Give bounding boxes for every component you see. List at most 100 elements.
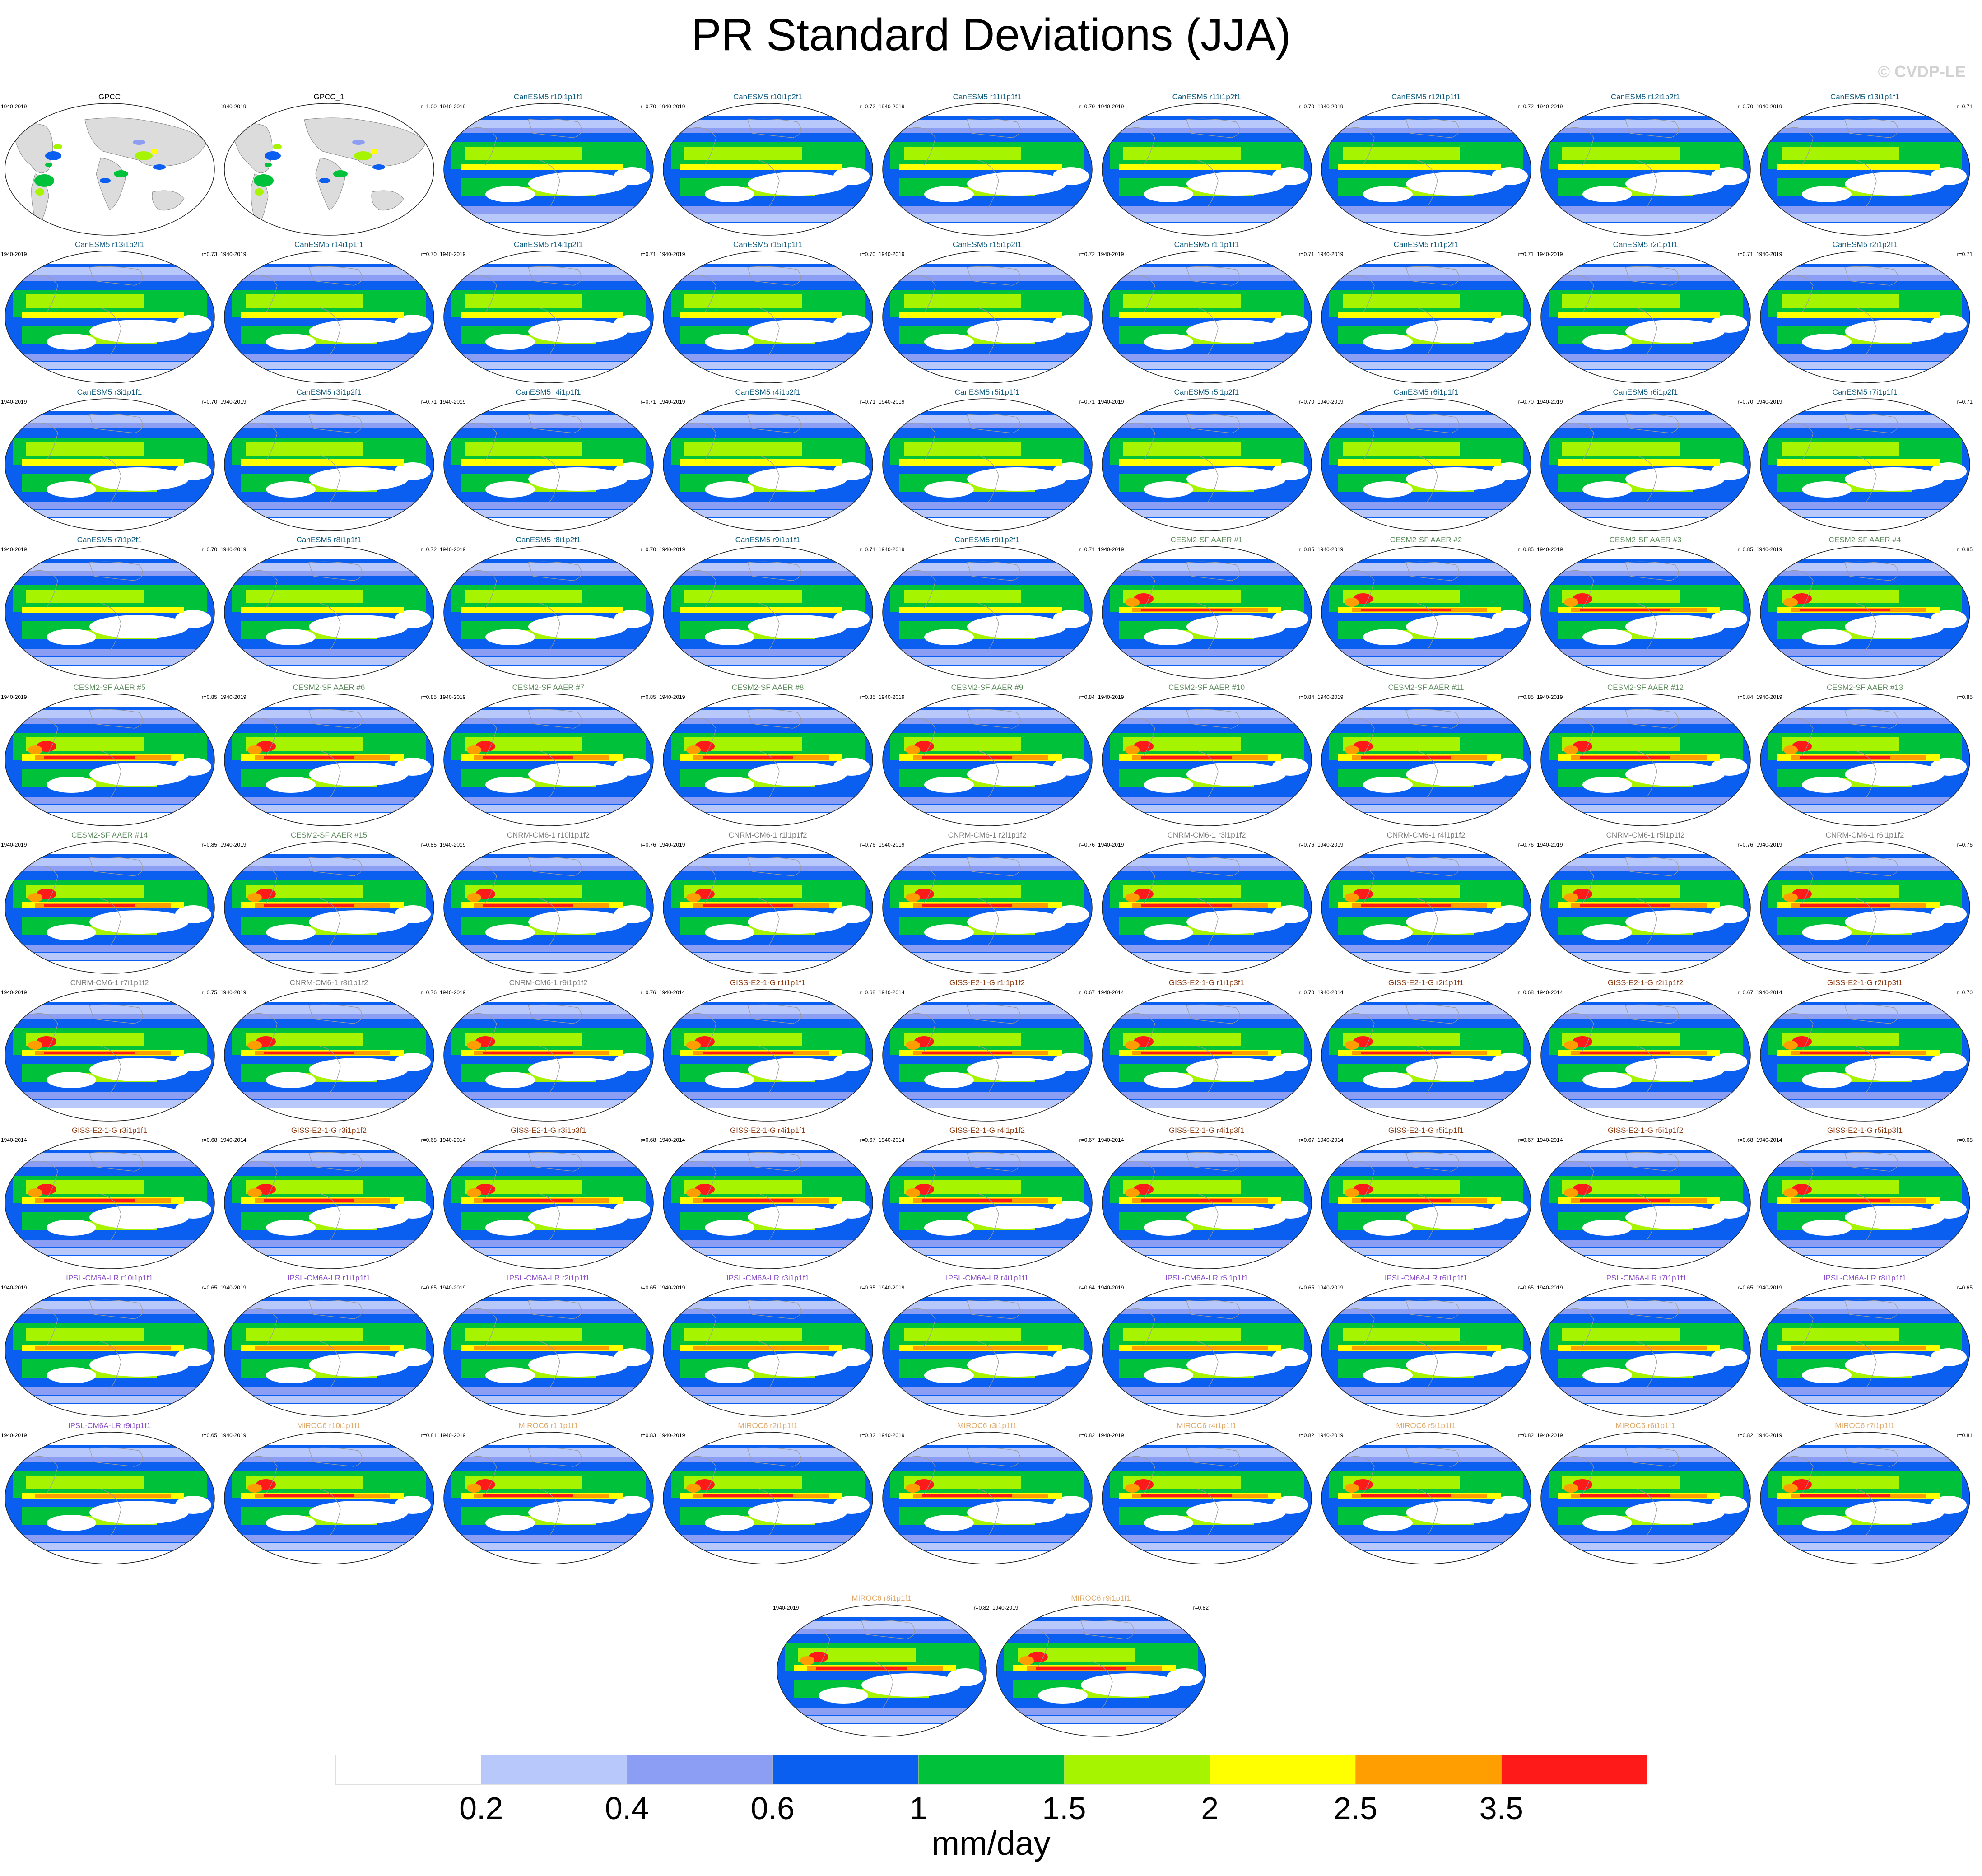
panel-period: 1940-2019 [659,1432,685,1438]
robinson-map [443,1432,654,1564]
panel-title: CanESM5 r6i1p2f1 [1613,388,1678,396]
panel-pattern-correlation: r=0.85 [1737,546,1753,553]
map-panel: CanESM5 r2i1p1f1 1940-2019 r=0.71 [1536,240,1755,389]
robinson-map [1540,841,1751,974]
map-panel: CanESM5 r14i1p1f1 1940-2019 r=0.70 [219,240,438,389]
robinson-map [882,989,1093,1122]
panel-pattern-correlation: r=0.65 [860,1285,875,1291]
panel-title: CESM2-SF AAER #7 [512,683,585,692]
panel-title: IPSL-CM6A-LR r9i1p1f1 [68,1421,151,1430]
robinson-map [443,103,654,236]
panel-period: 1940-2019 [220,546,247,553]
panel-pattern-correlation: r=0.71 [860,546,875,553]
map-panel: CanESM5 r14i1p2f1 1940-2019 r=0.71 [439,240,658,389]
panel-title: IPSL-CM6A-LR r4i1p1f1 [945,1274,1029,1282]
robinson-map [224,694,434,826]
panel-title: CESM2-SF AAER #2 [1390,535,1462,544]
robinson-map [5,694,215,826]
panel-period: 1940-2019 [1098,1285,1124,1291]
panel-title: GISS-E2-1-G r5i1p3f1 [1827,1126,1903,1135]
map-panel: GISS-E2-1-G r1i1p1f2 1940-2014 r=0.67 [878,978,1097,1127]
robinson-map [5,546,215,679]
panel-pattern-correlation: r=0.71 [1737,251,1753,257]
panel-pattern-correlation: r=0.68 [640,1137,656,1143]
panel-title: GPCC [98,93,121,101]
map-panel: GISS-E2-1-G r3i1p3f1 1940-2014 r=0.68 [439,1126,658,1275]
map-panel: CanESM5 r12i1p2f1 1940-2019 r=0.70 [1536,93,1755,242]
panel-period: 1940-2019 [1317,546,1344,553]
panel-title: CanESM5 r9i1p1f1 [735,535,800,544]
map-panel: CanESM5 r11i1p2f1 1940-2019 r=0.70 [1097,93,1316,242]
panel-pattern-correlation: r=0.76 [421,989,437,996]
panel-pattern-correlation: r=0.68 [201,1137,217,1143]
map-panel: CESM2-SF AAER #12 1940-2019 r=0.84 [1536,683,1755,832]
panel-title: CESM2-SF AAER #5 [73,683,146,692]
map-panel: CNRM-CM6-1 r9i1p1f2 1940-2019 r=0.76 [439,978,658,1127]
panel-period: 1940-2019 [879,842,905,848]
colorbar-box [627,1755,773,1785]
panel-pattern-correlation: r=0.70 [1079,103,1095,110]
panel-pattern-correlation: r=0.85 [1518,546,1534,553]
panel-title: CanESM5 r14i1p1f1 [294,240,364,249]
panel-pattern-correlation: r=0.82 [860,1432,875,1438]
panel-period: 1940-2019 [1,546,27,553]
panel-period: 1940-2019 [879,1432,905,1438]
panel-title: CESM2-SF AAER #14 [71,831,148,839]
map-panel: CNRM-CM6-1 r5i1p1f2 1940-2019 r=0.76 [1536,831,1755,980]
panel-pattern-correlation: r=0.70 [1298,103,1314,110]
panel-period: 1940-2019 [1537,1432,1563,1438]
panel-pattern-correlation: r=0.85 [640,694,656,700]
robinson-map [1321,251,1531,383]
panel-pattern-correlation: r=0.70 [640,103,656,110]
panel-pattern-correlation: r=0.84 [1298,694,1314,700]
panel-pattern-correlation: r=0.72 [860,103,875,110]
panel-pattern-correlation: r=0.76 [640,989,656,996]
panel-pattern-correlation: r=0.70 [1957,989,1973,996]
panel-period: 1940-2019 [440,694,466,700]
panel-period: 1940-2019 [1537,546,1563,553]
panel-pattern-correlation: r=0.67 [860,1137,875,1143]
robinson-map [1540,251,1751,383]
panel-period: 1940-2019 [1317,399,1344,405]
panel-title: CanESM5 r5i1p1f1 [954,388,1020,396]
panel-pattern-correlation: r=0.71 [421,399,437,405]
map-panel: CanESM5 r9i1p2f1 1940-2019 r=0.71 [878,535,1097,684]
panel-pattern-correlation: r=0.71 [1079,546,1095,553]
panel-period: 1940-2019 [659,1285,685,1291]
robinson-map [443,841,654,974]
robinson-map [882,103,1093,236]
colorbar-box [1064,1755,1210,1785]
panel-pattern-correlation: r=0.76 [1737,842,1753,848]
robinson-map [1321,398,1531,531]
copyright-label: © CVDP-LE [1878,62,1966,81]
robinson-map [1760,398,1970,531]
panel-pattern-correlation: r=0.71 [1957,251,1973,257]
panel-pattern-correlation: r=0.65 [1737,1285,1753,1291]
robinson-map [1760,546,1970,679]
panel-period: 1940-2019 [1317,1432,1344,1438]
map-panel: MIROC6 r4i1p1f1 1940-2019 r=0.82 [1097,1421,1316,1570]
robinson-map [1321,546,1531,679]
panel-period: 1940-2019 [440,1285,466,1291]
map-panel: GISS-E2-1-G r4i1p1f2 1940-2014 r=0.67 [878,1126,1097,1275]
panel-title: IPSL-CM6A-LR r7i1p1f1 [1604,1274,1687,1282]
panel-title: CNRM-CM6-1 r1i1p1f2 [728,831,807,839]
panel-title: IPSL-CM6A-LR r10i1p1f1 [66,1274,153,1282]
panel-period: 1940-2019 [659,694,685,700]
map-panel: IPSL-CM6A-LR r7i1p1f1 1940-2019 r=0.65 [1536,1274,1755,1423]
robinson-map [663,103,873,236]
panel-pattern-correlation: r=0.84 [1737,694,1753,700]
robinson-map [443,251,654,383]
robinson-map [882,841,1093,974]
panel-pattern-correlation: r=0.72 [421,546,437,553]
panel-title: MIROC6 r1i1p1f1 [518,1421,578,1430]
panel-period: 1940-2019 [879,694,905,700]
panel-period: 1940-2019 [440,989,466,996]
panel-pattern-correlation: r=0.71 [1957,399,1973,405]
panel-period: 1940-2014 [659,989,685,996]
robinson-map [1540,989,1751,1122]
robinson-map [224,841,434,974]
colorbar-box [335,1755,482,1785]
panel-period: 1940-2019 [220,989,247,996]
